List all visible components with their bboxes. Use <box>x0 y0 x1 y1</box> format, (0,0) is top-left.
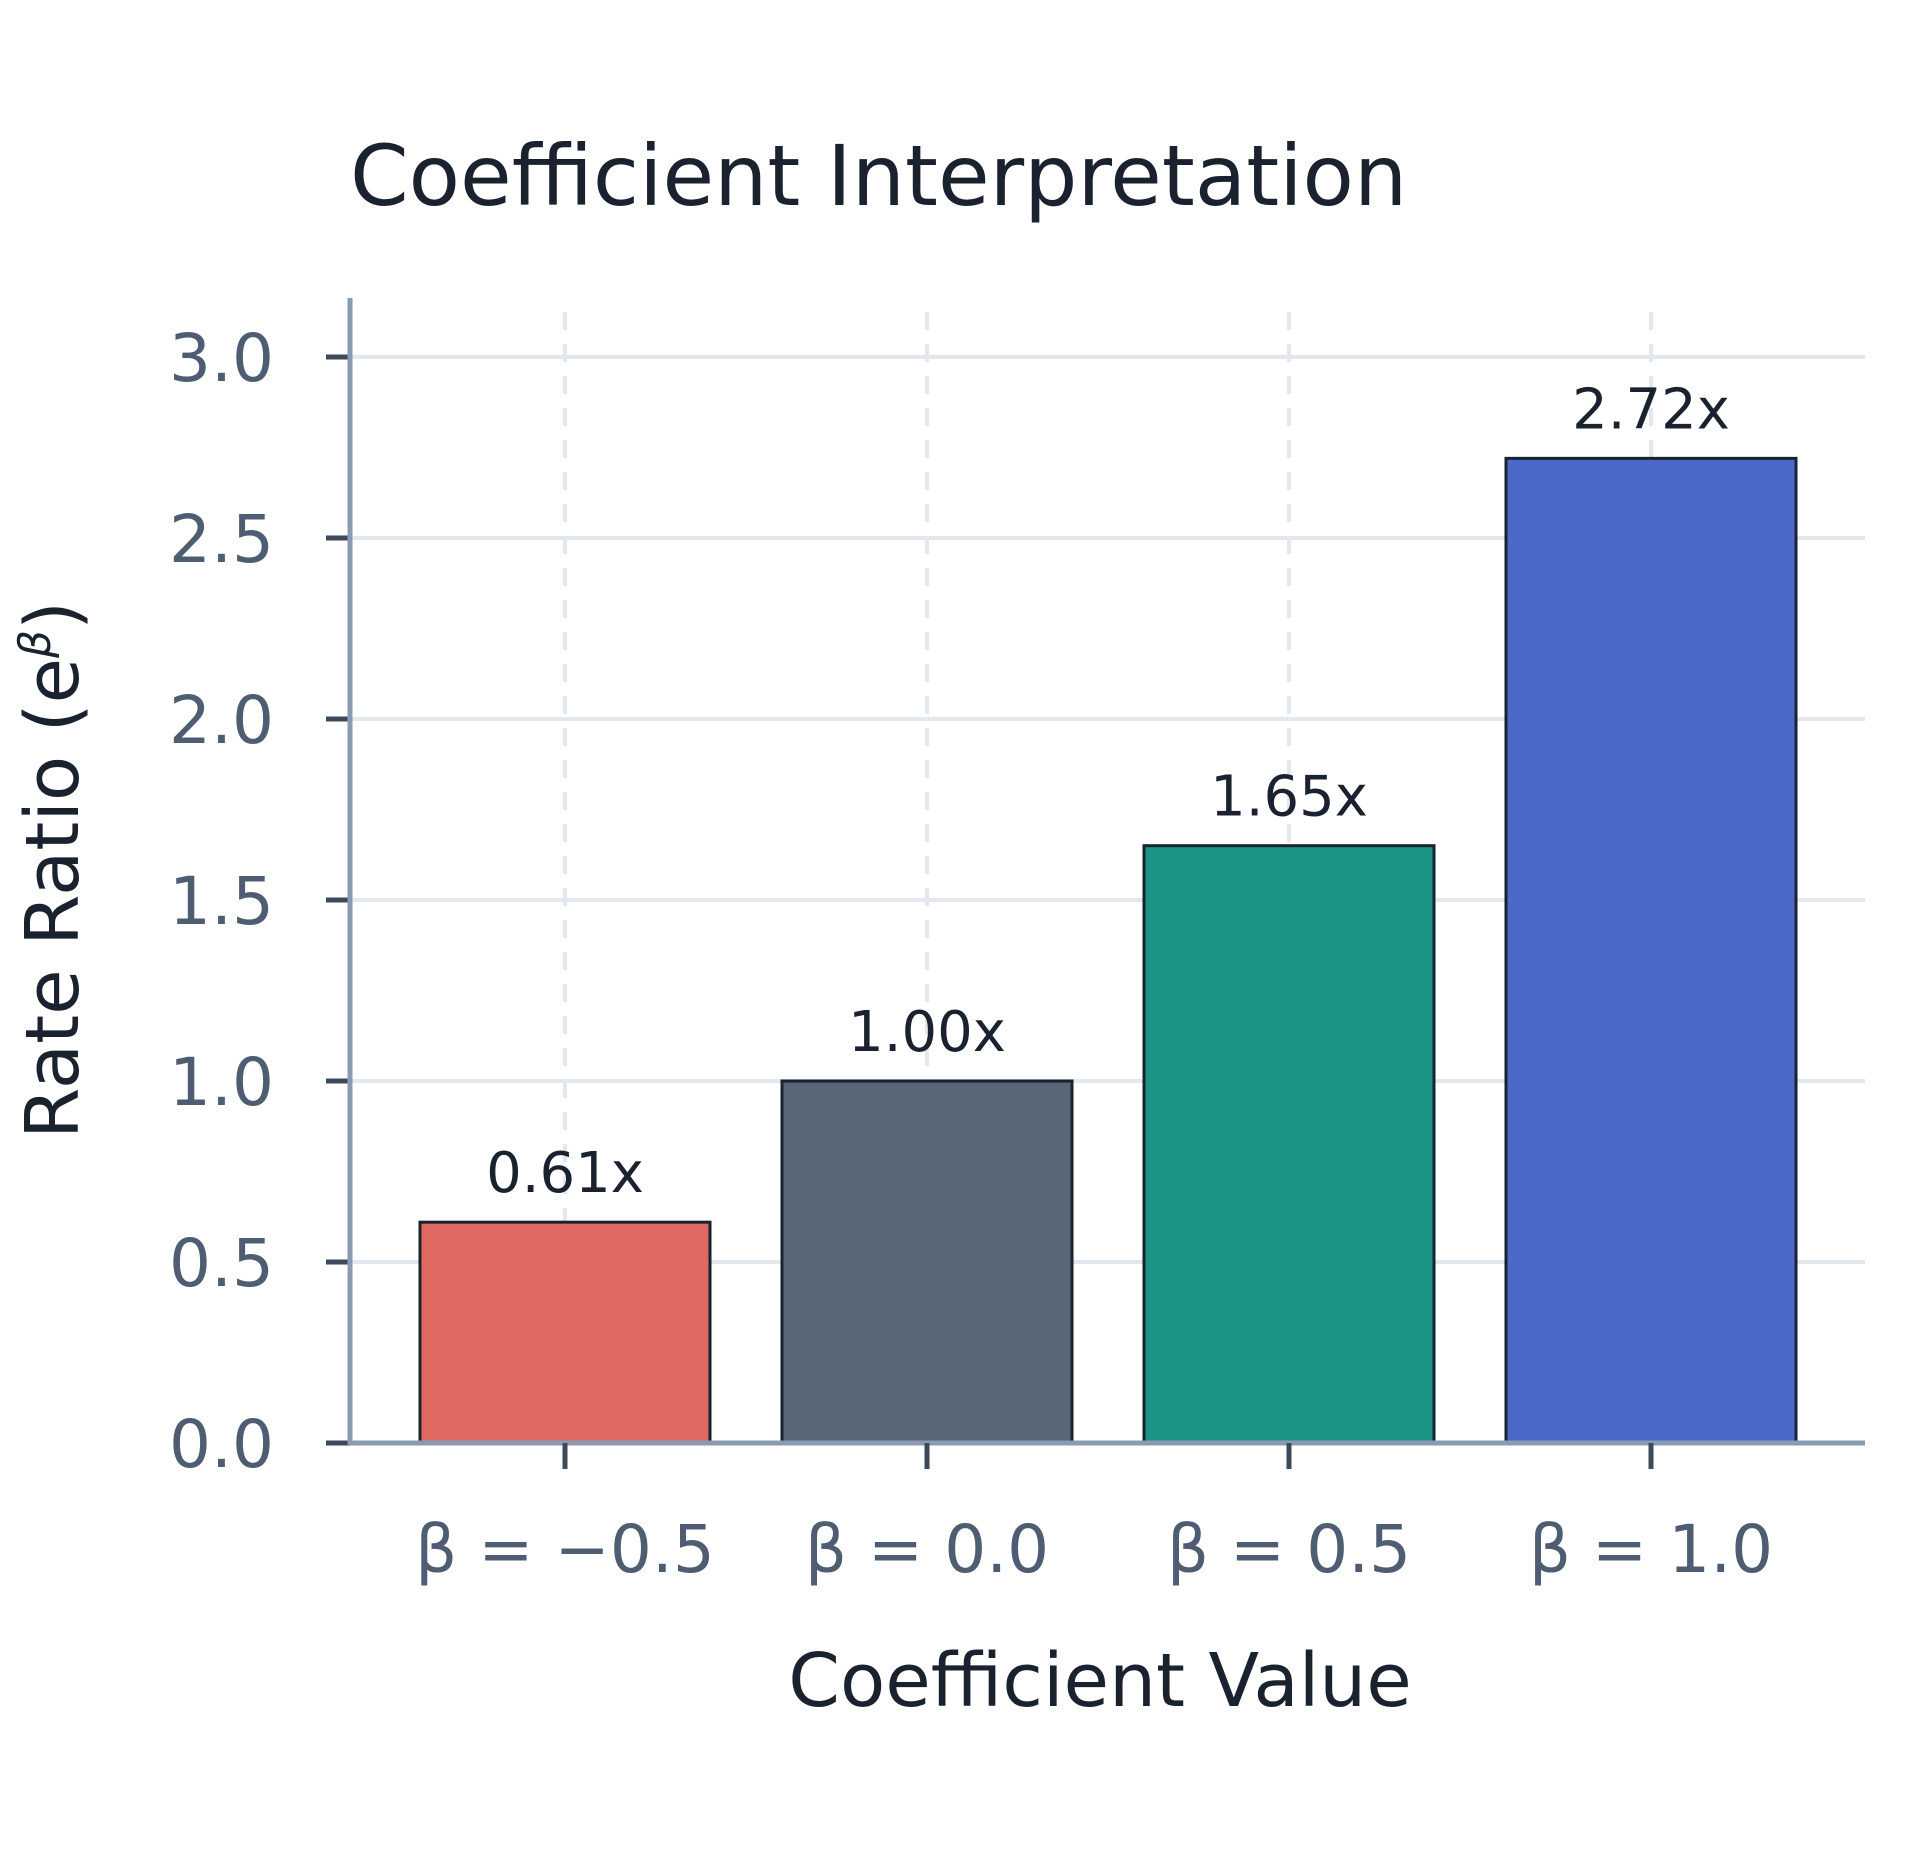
bars-layer <box>418 456 1798 1445</box>
y-tick-label: 1.5 <box>169 863 274 940</box>
chart-title: Coefficient Interpretation <box>350 127 1407 225</box>
y-axis-label-superscript: β <box>10 630 61 659</box>
x-tick-label: β = 0.5 <box>1167 1511 1411 1588</box>
y-tick-label: 0.5 <box>169 1225 274 1302</box>
y-tick-label: 3.0 <box>169 320 274 397</box>
y-tick-label: 2.0 <box>169 682 274 759</box>
bar-value-label: 0.61x <box>486 1141 644 1206</box>
labels-layer: 0.0 0.5 1.0 1.5 2.0 2.5 3.0 0.61x 1.00x 1.65x 2.72… <box>169 320 1773 1588</box>
x-tick-label: β = 1.0 <box>1529 1511 1773 1588</box>
bar-value-label: 1.65x <box>1210 765 1368 830</box>
axes-layer <box>326 298 1865 1469</box>
bar-value-label: 1.00x <box>848 1000 1006 1065</box>
y-axis-label-main: Rate Ratio (e <box>10 658 96 1139</box>
bar <box>780 1079 1074 1445</box>
y-tick-label: 1.0 <box>169 1044 274 1121</box>
bar <box>1504 456 1798 1445</box>
x-tick-label: β = −0.5 <box>415 1511 715 1588</box>
y-tick-label: 0.0 <box>169 1406 274 1483</box>
bar-value-label: 2.72x <box>1572 377 1730 442</box>
y-axis-label: Rate Ratio (eβ) <box>10 601 96 1139</box>
bar <box>418 1220 712 1445</box>
y-axis-label-suffix: ) <box>10 601 96 630</box>
x-axis-label: Coefficient Value <box>788 1638 1411 1724</box>
y-tick-label: 2.5 <box>169 501 274 578</box>
bar <box>1142 844 1436 1445</box>
x-tick-label: β = 0.0 <box>805 1511 1049 1588</box>
